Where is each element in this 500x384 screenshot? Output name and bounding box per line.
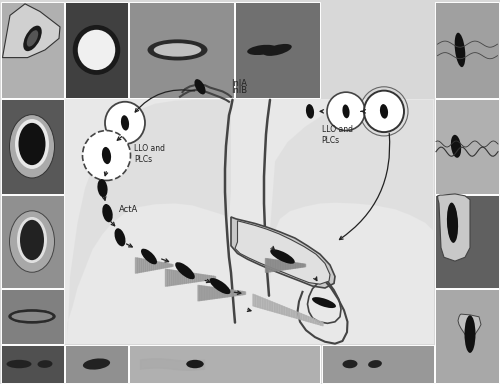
Ellipse shape: [175, 262, 195, 279]
Polygon shape: [269, 100, 433, 296]
Ellipse shape: [15, 119, 49, 169]
Text: LLO and
PLCs: LLO and PLCs: [134, 144, 165, 164]
Ellipse shape: [451, 135, 461, 158]
Polygon shape: [231, 217, 335, 288]
Ellipse shape: [98, 179, 108, 197]
Ellipse shape: [327, 92, 365, 131]
Ellipse shape: [447, 203, 458, 243]
Ellipse shape: [114, 228, 126, 247]
Bar: [235, 2, 320, 98]
Bar: [129, 2, 234, 98]
Ellipse shape: [464, 315, 475, 353]
Text: ActA: ActA: [119, 205, 138, 214]
Ellipse shape: [17, 217, 47, 263]
Ellipse shape: [342, 104, 349, 118]
Ellipse shape: [27, 30, 38, 46]
Ellipse shape: [83, 358, 110, 370]
Ellipse shape: [368, 360, 382, 368]
Bar: [322, 345, 434, 383]
Bar: [1, 345, 64, 383]
Ellipse shape: [312, 297, 336, 308]
Bar: [1, 99, 64, 194]
Text: InlA: InlA: [231, 79, 247, 88]
Ellipse shape: [141, 249, 157, 264]
Ellipse shape: [6, 360, 32, 368]
Ellipse shape: [78, 30, 115, 70]
Polygon shape: [235, 221, 330, 284]
Ellipse shape: [270, 249, 295, 264]
Ellipse shape: [38, 360, 52, 368]
Text: LLO and
PLCs: LLO and PLCs: [322, 125, 352, 145]
Bar: [65, 2, 128, 98]
Ellipse shape: [18, 123, 46, 165]
Ellipse shape: [364, 91, 404, 132]
Ellipse shape: [121, 115, 129, 131]
Bar: [435, 195, 499, 288]
Ellipse shape: [210, 278, 231, 294]
Bar: [129, 345, 320, 383]
Ellipse shape: [102, 147, 111, 164]
Ellipse shape: [20, 220, 44, 260]
Bar: [1, 289, 64, 344]
Polygon shape: [68, 100, 231, 342]
Bar: [1, 2, 64, 98]
Bar: [65, 99, 434, 344]
Ellipse shape: [10, 211, 54, 272]
Bar: [1, 195, 64, 288]
Ellipse shape: [82, 131, 130, 180]
Bar: [435, 99, 499, 194]
Polygon shape: [438, 194, 470, 261]
Ellipse shape: [24, 26, 42, 51]
Polygon shape: [2, 4, 60, 58]
Ellipse shape: [194, 79, 205, 94]
Ellipse shape: [8, 309, 56, 324]
Ellipse shape: [105, 102, 145, 144]
Ellipse shape: [102, 204, 113, 222]
Ellipse shape: [263, 44, 292, 56]
Ellipse shape: [38, 311, 52, 322]
Text: InlB: InlB: [231, 86, 247, 95]
Polygon shape: [458, 314, 481, 342]
Ellipse shape: [342, 360, 357, 368]
Ellipse shape: [306, 104, 314, 119]
Ellipse shape: [12, 311, 26, 322]
Ellipse shape: [380, 104, 388, 119]
Bar: [65, 345, 128, 383]
Ellipse shape: [12, 312, 52, 321]
Ellipse shape: [154, 43, 201, 57]
Bar: [435, 2, 499, 98]
Ellipse shape: [448, 204, 458, 242]
Ellipse shape: [10, 115, 54, 178]
Ellipse shape: [454, 33, 466, 67]
Bar: [435, 289, 499, 383]
Ellipse shape: [247, 45, 277, 55]
Ellipse shape: [148, 40, 208, 61]
Ellipse shape: [186, 360, 204, 368]
Ellipse shape: [73, 25, 120, 75]
